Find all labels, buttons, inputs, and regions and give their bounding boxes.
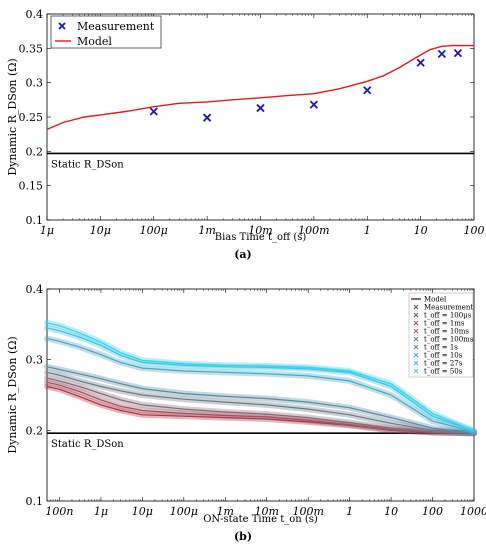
- legend-label: t_off = 50s: [424, 368, 463, 376]
- plot-area: [46, 13, 475, 221]
- legend-marker: [413, 320, 419, 326]
- y-tick-label: 0.3: [26, 354, 44, 367]
- legend-marker: [413, 360, 419, 366]
- legend-label: t_off = 27s: [424, 360, 463, 368]
- x-tick-label: 1μ: [94, 505, 108, 518]
- series-line: [46, 371, 475, 434]
- x-tick-label: 10m: [255, 505, 279, 518]
- legend-marker: [58, 22, 66, 30]
- y-tick-label: 0.3: [26, 77, 44, 90]
- y-tick-label: 0.2: [26, 424, 44, 437]
- legend-label: t_off = 10s: [424, 352, 463, 360]
- y-tick-label: 0.2: [26, 145, 44, 158]
- legend-box: [50, 15, 162, 49]
- x-tick-label: 1000: [460, 505, 486, 518]
- x-tick-label: 1: [364, 224, 371, 237]
- series-line: [46, 327, 475, 432]
- x-tick-label: 1: [346, 505, 353, 518]
- legend-marker: [413, 336, 419, 342]
- y-tick-label: 0.4: [26, 283, 44, 296]
- x-axis-label: Bias Time t_off (s): [215, 232, 307, 243]
- data-point-measurement: [256, 103, 265, 113]
- series-line: [46, 337, 475, 433]
- x-tick-label: 1μ: [40, 224, 54, 237]
- legend-label: t_off = 1s: [424, 344, 458, 352]
- x-tick-label: 10: [384, 505, 398, 518]
- panel-label: (a): [234, 248, 252, 261]
- x-tick-label: 100n: [45, 505, 73, 518]
- data-point-measurement: [202, 113, 212, 122]
- series-line: [46, 366, 475, 434]
- legend-label: Model: [77, 35, 112, 48]
- data-point-measurement: [149, 107, 158, 116]
- y-axis-label: Dynamic R_DSon (Ω): [6, 336, 19, 453]
- legend-label: Model: [424, 296, 447, 304]
- x-tick-label: 10μ: [132, 505, 153, 518]
- data-point-measurement: [453, 49, 463, 58]
- legend-marker: [413, 352, 419, 358]
- chart-panel-a: 0.1 0.15 0.2 0.25 0.3 0.35 0.4 1μ 10μ 100μ 1m 10m 10…: [6, 8, 485, 261]
- series-line: [46, 381, 475, 434]
- series-line: [46, 377, 475, 434]
- legend-marker: [413, 328, 419, 334]
- legend-label: t_off = 100ms: [424, 336, 474, 344]
- y-tick-label: 0.1: [26, 214, 44, 227]
- static-rdson-label: Static R_DSon: [51, 439, 124, 450]
- x-tick-label: 100: [464, 224, 485, 237]
- legend-marker: [413, 368, 419, 374]
- legend-label: t_off = 10ms: [424, 328, 469, 336]
- series-line: [46, 44, 474, 131]
- y-tick-label: 0.35: [19, 42, 44, 55]
- legend-label: Measurement: [424, 304, 473, 312]
- chart-panel-b: 0.1 0.2 0.3 0.4 100n 1μ 10μ 100μ 1m 10m 100m 1 10 100…: [6, 283, 486, 543]
- legend-box: [408, 292, 474, 378]
- y-tick-label: 0.15: [19, 180, 44, 193]
- y-tick-label: 0.1: [26, 495, 44, 508]
- x-axis-label: ON-state Time t_on (s): [203, 514, 318, 525]
- x-tick-label: 100m: [292, 505, 323, 518]
- legend-label: t_off = 1ms: [424, 320, 465, 328]
- series-line: [46, 322, 475, 432]
- x-tick-label: 1m: [198, 224, 215, 237]
- x-tick-label: 10m: [248, 224, 272, 237]
- data-point-measurement: [309, 100, 319, 109]
- data-point-measurement: [363, 86, 372, 95]
- data-point-measurement: [437, 49, 447, 58]
- legend-label: t_off = 100μs: [424, 312, 472, 320]
- x-tick-label: 100: [422, 505, 443, 518]
- y-axis-label: Dynamic R_DSon (Ω): [6, 58, 19, 175]
- static-rdson-label: Static R_DSon: [51, 159, 124, 170]
- x-tick-label: 100μ: [170, 505, 198, 518]
- y-tick-label: 0.25: [19, 111, 44, 124]
- x-tick-label: 100m: [298, 224, 329, 237]
- legend-marker: [413, 304, 419, 310]
- legend-marker: [413, 344, 419, 350]
- x-tick-label: 10: [414, 224, 428, 237]
- x-tick-label: 100μ: [140, 224, 168, 237]
- data-point-measurement: [416, 58, 425, 67]
- legend-marker: [413, 312, 419, 318]
- legend-label: Measurement: [77, 20, 155, 33]
- y-tick-label: 0.4: [26, 8, 44, 21]
- series-line: [46, 385, 475, 434]
- panel-label: (b): [234, 530, 252, 543]
- x-tick-label: 1m: [217, 505, 234, 518]
- x-tick-label: 10μ: [90, 224, 111, 237]
